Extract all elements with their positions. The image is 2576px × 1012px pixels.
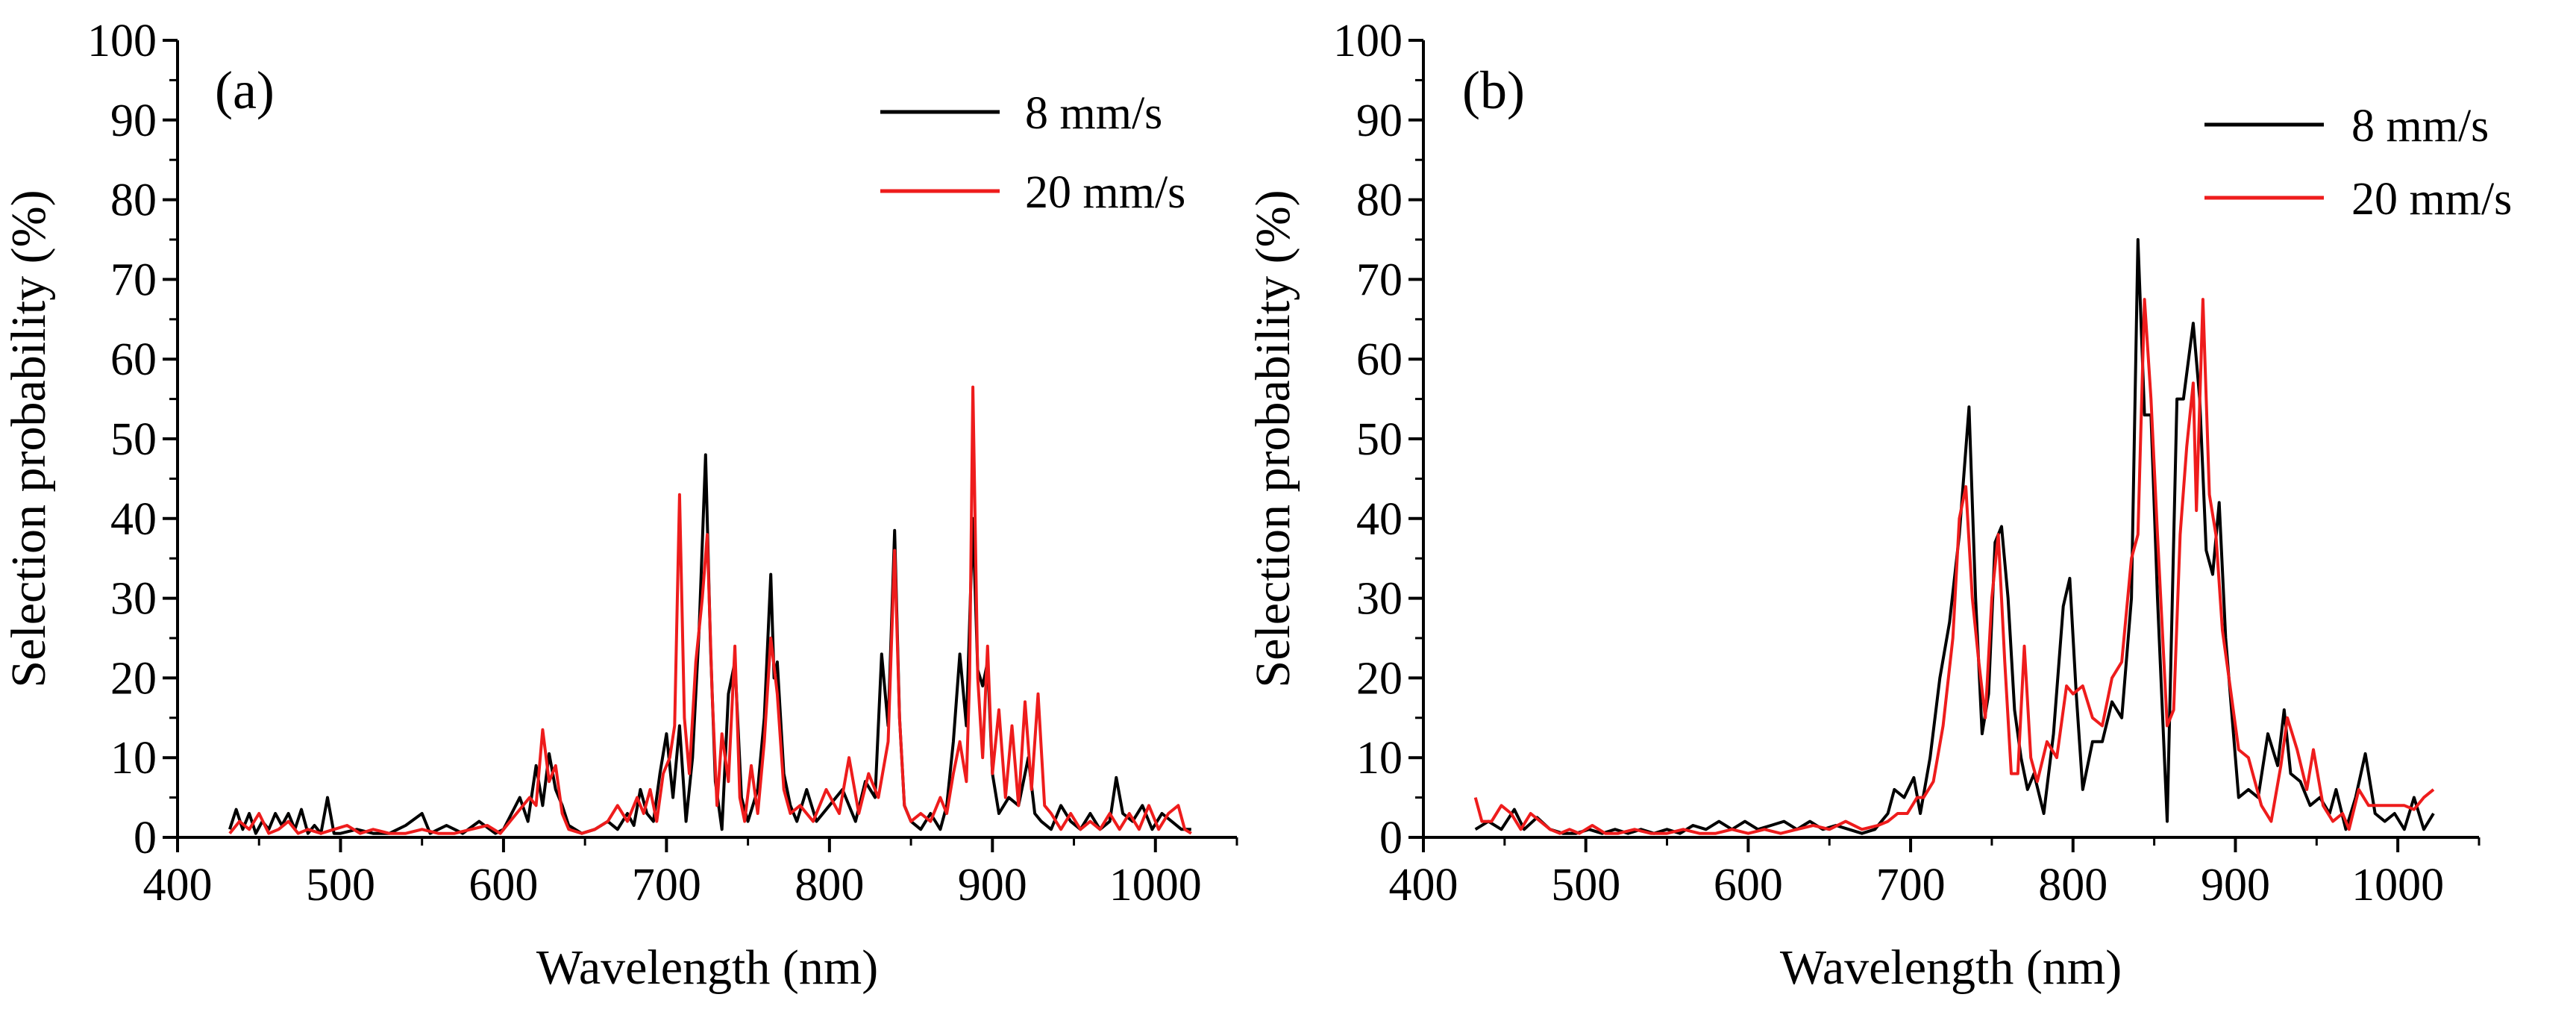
y-tick-label-a: 0 [134,813,157,863]
y-tick-label-b: 80 [1356,175,1403,226]
y-tick-label-a: 30 [110,574,157,625]
x-tick-label-a: 800 [795,860,864,911]
y-tick-label-b: 90 [1356,96,1403,146]
series-line-20mms-b [1473,298,2435,835]
legend-label-8mms-a: 8 mm/s [1025,88,1162,139]
y-tick-label-b: 50 [1356,414,1403,465]
y-tick-label-b: 60 [1356,334,1403,385]
x-tick-label-b: 400 [1389,860,1458,911]
y-tick-label-a: 40 [110,494,157,545]
y-tick-label-b: 20 [1356,653,1403,704]
x-tick-label-b: 1000 [2351,860,2444,911]
y-tick-label-a: 100 [87,16,157,66]
axes-a: 400 500 600 700 800 900 1000 0 10 20 30 40 50 60 70 80 9… [87,16,1238,911]
y-tick-label-a: 60 [110,334,157,385]
x-axis-title-b: Wavelength (nm) [1780,940,2122,995]
y-tick-label-a: 70 [110,254,157,305]
x-tick-label-a: 600 [468,860,538,911]
y-tick-label-a: 90 [110,96,157,146]
legend-label-8mms-b: 8 mm/s [2351,101,2489,152]
series-line-8mms-b [1474,238,2435,835]
chart-panel-a: 400 500 600 700 800 900 1000 0 10 20 30 40 50 60 70 80 9… [1,16,1238,995]
y-tick-label-a: 20 [110,653,157,704]
y-tick-label-a: 10 [110,733,157,784]
axes-b: 400 500 600 700 800 900 1000 0 10 20 30 40 50 60 70 80 9… [1333,16,2481,911]
y-tick-label-a: 80 [110,175,157,226]
y-tick-label-b: 100 [1333,16,1403,66]
x-axis-title-a: Wavelength (nm) [536,940,878,995]
legend-b: 8 mm/s 20 mm/s [2204,101,2512,225]
x-tick-label-a: 1000 [1109,860,1202,911]
y-tick-label-a: 50 [110,414,157,465]
series-line-8mms-a [228,453,1191,835]
series-line-20mms-a [228,385,1192,835]
x-tick-label-b: 700 [1876,860,1946,911]
legend-label-20mms-a: 20 mm/s [1025,167,1185,218]
y-tick-label-b: 70 [1356,254,1403,305]
y-axis-title-a: Selection probability (%) [1,190,56,687]
panel-label-a: (a) [215,60,275,120]
y-axis-title-b: Selection probability (%) [1246,190,1300,687]
y-tick-label-b: 0 [1379,813,1403,863]
series-layer-b [1473,238,2435,835]
chart-panel-b: 400 500 600 700 800 900 1000 0 10 20 30 40 50 60 70 80 9… [1246,16,2512,995]
x-tick-label-b: 800 [2038,860,2108,911]
y-tick-label-b: 30 [1356,574,1403,625]
panel-label-b: (b) [1462,60,1525,120]
x-tick-label-a: 400 [143,860,213,911]
series-layer-a [228,385,1192,835]
x-tick-label-a: 500 [306,860,375,911]
legend-a: 8 mm/s 20 mm/s [880,88,1185,218]
x-tick-label-b: 600 [1714,860,1783,911]
y-tick-label-b: 40 [1356,494,1403,545]
x-tick-label-a: 900 [958,860,1027,911]
y-tick-label-b: 10 [1356,733,1403,784]
x-tick-label-b: 900 [2201,860,2270,911]
x-tick-label-a: 700 [632,860,701,911]
legend-label-20mms-b: 20 mm/s [2351,174,2512,225]
x-tick-label-b: 500 [1551,860,1620,911]
